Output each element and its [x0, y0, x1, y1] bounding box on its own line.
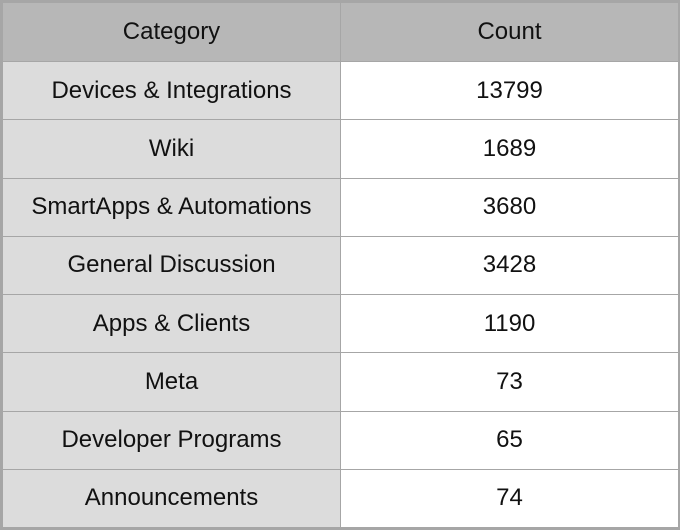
header-row: Category Count: [2, 2, 679, 62]
table-row: Meta 73: [2, 352, 679, 412]
count-cell: 3428: [340, 235, 679, 296]
category-cell: Apps & Clients: [2, 293, 341, 354]
count-cell: 1689: [340, 119, 679, 179]
count-cell: 73: [340, 352, 679, 412]
category-cell: Developer Programs: [2, 410, 341, 470]
table-row: Devices & Integrations 13799: [2, 60, 679, 121]
category-cell: SmartApps & Automations: [2, 177, 341, 237]
category-cell: Wiki: [2, 119, 341, 179]
table-row: Wiki 1689: [2, 119, 679, 179]
category-cell: Meta: [2, 352, 341, 412]
category-cell: Devices & Integrations: [2, 60, 341, 121]
count-cell: 13799: [340, 60, 679, 121]
table-row: General Discussion 3428: [2, 235, 679, 296]
table-row: Apps & Clients 1190: [2, 293, 679, 354]
column-header-count: Count: [340, 2, 679, 62]
count-cell: 3680: [340, 177, 679, 237]
count-cell: 74: [340, 468, 679, 529]
table-row: Announcements 74: [2, 468, 679, 529]
category-cell: General Discussion: [2, 235, 341, 296]
table-row: SmartApps & Automations 3680: [2, 177, 679, 237]
count-cell: 65: [340, 410, 679, 470]
column-header-category: Category: [2, 2, 341, 62]
count-cell: 1190: [340, 293, 679, 354]
table-row: Developer Programs 65: [2, 410, 679, 470]
category-cell: Announcements: [2, 468, 341, 529]
